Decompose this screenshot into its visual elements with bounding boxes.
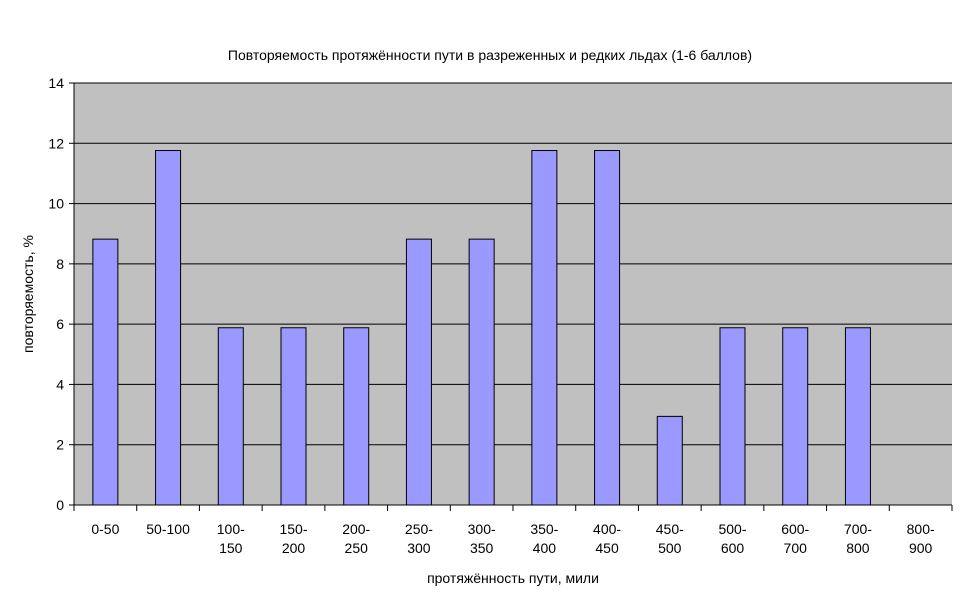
y-tick-label: 4 (56, 376, 64, 392)
bar (468, 238, 495, 506)
plot-area (74, 83, 952, 505)
chart-title: Повторяемость протяжённости пути в разре… (228, 47, 752, 63)
bar (782, 327, 809, 506)
x-tick-label: 500-600 (718, 521, 746, 556)
x-tick-label: 0-50 (91, 521, 119, 537)
bar (844, 327, 871, 506)
x-tick-label: 800-900 (907, 521, 935, 556)
x-tick-label: 200-250 (342, 521, 370, 556)
y-tick-label: 2 (56, 437, 64, 453)
x-tick-label: 400-450 (593, 521, 621, 556)
bar (594, 150, 621, 506)
x-tick-label: 300-350 (468, 521, 496, 556)
x-axis-label: протяжённость пути, мили (427, 570, 599, 586)
bar (217, 327, 244, 506)
bar (155, 150, 182, 506)
y-axis-label: повторяемость, % (20, 235, 36, 353)
y-tick-label: 0 (56, 497, 64, 513)
bar (531, 150, 558, 506)
bar (656, 415, 683, 506)
x-tick-labels: 0-50 50-100 100-150 150-200 200-250 250-300 30… (91, 521, 935, 556)
bar (719, 327, 746, 506)
bar (280, 327, 307, 506)
x-tick-label: 250-300 (405, 521, 433, 556)
x-tick-label: 700-800 (844, 521, 872, 556)
y-tick-label: 14 (48, 75, 64, 91)
bar (343, 327, 370, 506)
x-tick-label: 100-150 (217, 521, 245, 556)
y-tick-label: 6 (56, 316, 64, 332)
x-tick-label: 450-500 (656, 521, 684, 556)
x-tick-label: 50-100 (146, 521, 190, 537)
x-tick-label: 150-200 (279, 521, 307, 556)
bars (92, 150, 871, 506)
bar (92, 238, 119, 506)
x-tick-label: 350-400 (530, 521, 558, 556)
y-tick-label: 10 (48, 196, 64, 212)
y-tick-label: 12 (48, 135, 64, 151)
x-tick-label: 600-700 (781, 521, 809, 556)
y-tick-label: 8 (56, 256, 64, 272)
axes (69, 82, 953, 511)
y-tick-labels: 0 2 4 6 8 10 12 14 (48, 75, 64, 513)
bar (405, 238, 432, 506)
